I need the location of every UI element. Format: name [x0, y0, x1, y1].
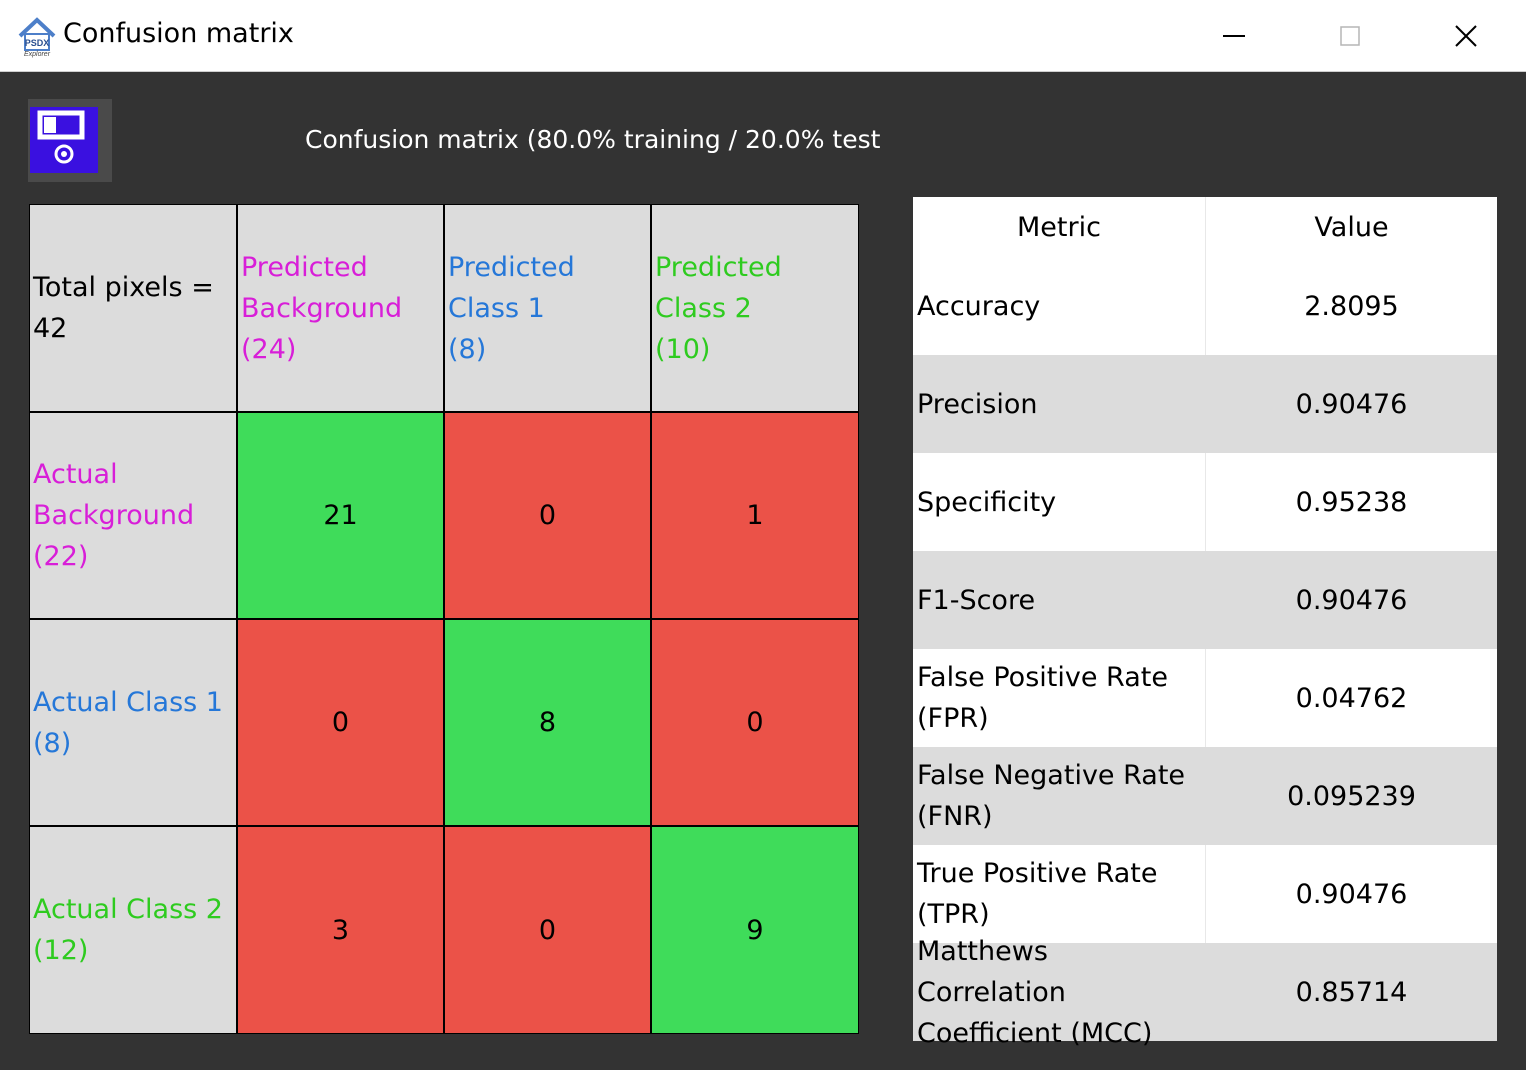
- confusion-matrix-grid: Total pixels = 42 Predicted Background (…: [29, 204, 859, 1034]
- header-count: (12): [33, 935, 89, 966]
- header-count: (8): [448, 333, 487, 365]
- metric-value: 2.8095: [1205, 257, 1497, 355]
- svg-text:PSDX: PSDX: [25, 38, 50, 48]
- confusion-matrix-subtitle: Confusion matrix (80.0% training / 20.0%…: [305, 125, 881, 154]
- matrix-cell: 9: [651, 826, 859, 1034]
- total-pixels-cell: Total pixels = 42: [29, 204, 237, 412]
- metric-name-text: Specificity: [917, 486, 1057, 518]
- metric-value: 0.04762: [1205, 649, 1497, 747]
- total-pixels-label: Total pixels =: [33, 272, 214, 303]
- matrix-cell: 0: [444, 412, 651, 619]
- metric-value: 0.90476: [1205, 845, 1497, 943]
- header-line: Actual: [33, 459, 118, 490]
- metric-name: Matthews Correlation Coefficient (MCC): [913, 936, 1205, 1049]
- maximize-icon: [1340, 26, 1360, 46]
- metric-abbrev: (FPR): [917, 703, 989, 734]
- header-count: (24): [241, 333, 297, 365]
- table-row: Matthews Correlation Coefficient (MCC) 0.…: [913, 936, 1497, 1049]
- actual-class-2-header: Actual Class 2 (12): [29, 826, 237, 1034]
- psdx-explorer-logo-icon: PSDX Explorer: [16, 14, 58, 58]
- predicted-class-2-header: Predicted Class 2 (10): [651, 204, 859, 412]
- metrics-header-row: Metric Value: [913, 197, 1497, 257]
- window-title: Confusion matrix: [63, 18, 294, 49]
- matrix-cell: 1: [651, 412, 859, 619]
- actual-class-1-header: Actual Class 1 (8): [29, 619, 237, 826]
- matrix-cell: 0: [444, 826, 651, 1034]
- metric-name-text: Matthews Correlation: [917, 935, 1066, 1008]
- metric-value: 0.90476: [1205, 551, 1497, 649]
- table-row: True Positive Rate (TPR) 0.90476: [913, 845, 1497, 943]
- metric-name-text: F1-Score: [917, 584, 1036, 616]
- floppy-disk-icon: [30, 107, 98, 173]
- metrics-table: Metric Value Accuracy 2.8095 Precision 0…: [913, 197, 1497, 1049]
- table-row: False Negative Rate (FNR) 0.095239: [913, 747, 1497, 845]
- metric-name-text: False Positive Rate: [917, 662, 1168, 693]
- metric-abbrev: (TPR): [917, 899, 990, 930]
- header-count: (22): [33, 541, 89, 572]
- actual-background-header: Actual Background (22): [29, 412, 237, 619]
- maximize-button[interactable]: [1292, 0, 1408, 72]
- metric-name-text: Precision: [917, 388, 1038, 420]
- metric-name: False Negative Rate (FNR): [913, 747, 1205, 845]
- header-line: Predicted: [655, 251, 782, 283]
- metric-name-text: False Negative Rate: [917, 760, 1186, 791]
- matrix-cell: 0: [237, 619, 444, 826]
- metric-name: F1-Score: [913, 551, 1205, 649]
- svg-text:Explorer: Explorer: [24, 51, 51, 58]
- metric-name: Accuracy: [913, 257, 1205, 355]
- table-row: F1-Score 0.90476: [913, 551, 1497, 649]
- table-row: Accuracy 2.8095: [913, 257, 1497, 355]
- metric-column-header: Metric: [1017, 211, 1101, 243]
- metric-name: True Positive Rate (TPR): [913, 845, 1205, 943]
- save-button[interactable]: [28, 99, 112, 182]
- matrix-cell: 3: [237, 826, 444, 1034]
- header-line: Background: [33, 500, 195, 531]
- predicted-background-header: Predicted Background (24): [237, 204, 444, 412]
- minimize-button[interactable]: [1176, 0, 1292, 72]
- matrix-cell: 21: [237, 412, 444, 619]
- header-line: Class 1: [448, 292, 545, 324]
- header-count: (10): [655, 333, 711, 365]
- metric-abbrev: Coefficient (MCC): [917, 1017, 1153, 1049]
- table-row: Precision 0.90476: [913, 355, 1497, 453]
- header-line: Predicted: [241, 251, 368, 283]
- metric-name: Precision: [913, 355, 1205, 453]
- matrix-cell: 8: [444, 619, 651, 826]
- header-count: (8): [33, 727, 72, 759]
- minimize-icon: [1223, 35, 1245, 37]
- header-line: Actual Class 1: [33, 686, 223, 718]
- close-button[interactable]: [1408, 0, 1524, 72]
- total-pixels-value: 42: [33, 313, 68, 344]
- metric-name-text: True Positive Rate: [917, 858, 1158, 889]
- metric-value: 0.85714: [1205, 943, 1497, 1041]
- close-icon: [1455, 25, 1477, 47]
- matrix-cell: 0: [651, 619, 859, 826]
- value-column-header: Value: [1205, 197, 1497, 257]
- metric-name-text: Accuracy: [917, 290, 1041, 322]
- header-line: Predicted: [448, 251, 575, 283]
- predicted-class-1-header: Predicted Class 1 (8): [444, 204, 651, 412]
- metric-value: 0.95238: [1205, 453, 1497, 551]
- table-row: False Positive Rate (FPR) 0.04762: [913, 649, 1497, 747]
- metric-abbrev: (FNR): [917, 801, 993, 832]
- metric-value: 0.90476: [1205, 355, 1497, 453]
- metric-name: False Positive Rate (FPR): [913, 649, 1205, 747]
- title-bar: PSDX Explorer Confusion matrix: [0, 0, 1526, 72]
- table-row: Specificity 0.95238: [913, 453, 1497, 551]
- metric-value: 0.095239: [1205, 747, 1497, 845]
- header-line: Actual Class 2: [33, 894, 223, 925]
- header-line: Background: [241, 292, 403, 324]
- metric-name: Specificity: [913, 453, 1205, 551]
- header-line: Class 2: [655, 292, 752, 324]
